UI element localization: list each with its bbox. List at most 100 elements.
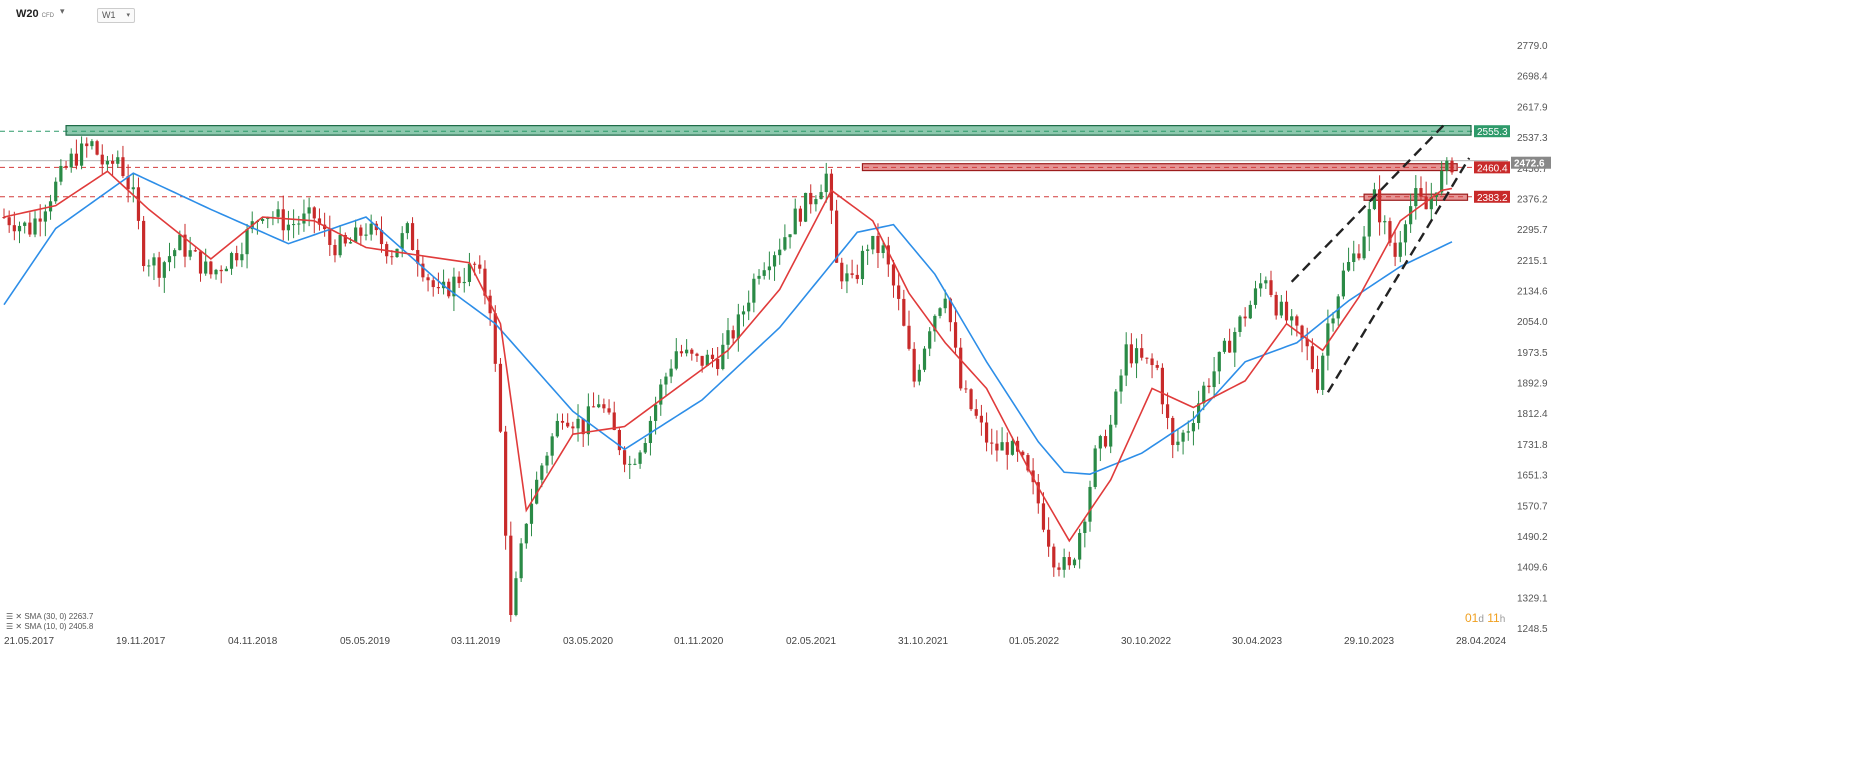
candle-body[interactable] [597, 404, 601, 408]
candle-body[interactable] [405, 223, 409, 234]
candle-body[interactable] [788, 234, 792, 238]
candle-body[interactable] [214, 269, 218, 275]
candle-body[interactable] [793, 208, 797, 235]
candle-body[interactable] [1450, 160, 1454, 173]
candle-body[interactable] [1378, 189, 1382, 223]
candle-body[interactable] [726, 330, 730, 345]
candle-body[interactable] [17, 225, 22, 232]
candle-body[interactable] [1253, 288, 1258, 305]
candle-body[interactable] [819, 192, 823, 200]
candle-body[interactable] [979, 415, 983, 423]
price-chart[interactable]: 2779.0 2698.4 2617.9 2537.3 2456.7 2376.2 2295… [0, 0, 1560, 650]
candle-body[interactable] [969, 389, 973, 410]
candle-body[interactable] [416, 250, 420, 264]
candle-body[interactable] [669, 368, 673, 377]
timeframe-select[interactable]: W1 ▾ [97, 8, 135, 23]
candle-body[interactable] [731, 330, 735, 339]
candle-body[interactable] [1160, 367, 1164, 405]
candle-body[interactable] [1129, 344, 1133, 364]
candle-body[interactable] [959, 347, 963, 389]
candle-body[interactable] [142, 220, 146, 267]
candle-body[interactable] [2, 217, 6, 219]
candle-body[interactable] [1388, 221, 1392, 243]
candle-body[interactable] [1062, 557, 1066, 570]
candle-body[interactable] [984, 422, 989, 443]
candle-body[interactable] [1305, 338, 1309, 347]
candle-body[interactable] [1052, 546, 1056, 568]
candle-body[interactable] [1228, 340, 1232, 353]
candle-body[interactable] [204, 261, 208, 274]
candle-body[interactable] [886, 245, 890, 265]
candle-body[interactable] [922, 348, 927, 370]
candle-body[interactable] [566, 422, 570, 427]
candle-body[interactable] [560, 420, 565, 423]
candle-body[interactable] [1057, 567, 1061, 570]
candle-body[interactable] [147, 265, 151, 267]
candle-body[interactable] [59, 165, 63, 182]
candle-body[interactable] [1414, 188, 1418, 207]
chart-area[interactable]: 2779.0 2698.4 2617.9 2537.3 2456.7 2376.2 2295… [0, 0, 1560, 650]
candle-body[interactable] [302, 213, 306, 224]
candle-body[interactable] [7, 217, 11, 226]
candle-body[interactable] [1321, 355, 1325, 390]
candle-body[interactable] [400, 233, 404, 249]
candle-body[interactable] [509, 535, 513, 616]
candle-body[interactable] [1072, 559, 1077, 566]
candle-body[interactable] [845, 273, 849, 282]
candle-body[interactable] [85, 143, 89, 147]
candle-body[interactable] [1165, 404, 1170, 418]
candle-body[interactable] [54, 181, 58, 202]
candle-body[interactable] [524, 523, 528, 544]
candle-body[interactable] [519, 543, 523, 579]
candle-body[interactable] [840, 262, 844, 282]
symbol-selector[interactable]: W20 CFD [16, 8, 54, 20]
candle-body[interactable] [240, 254, 244, 261]
candle-body[interactable] [116, 157, 120, 164]
indicator-sma10[interactable]: ☰ ✕ SMA (10, 0) 2405.8 [6, 622, 93, 631]
candle-body[interactable] [767, 266, 771, 271]
candle-body[interactable] [307, 207, 311, 214]
indicator-sma30[interactable]: ☰ ✕ SMA (30, 0) 2263.7 [6, 612, 93, 621]
candle-body[interactable] [778, 249, 782, 256]
candle-body[interactable] [421, 263, 425, 278]
candle-body[interactable] [43, 211, 47, 222]
candle-body[interactable] [1383, 221, 1387, 223]
candle-body[interactable] [1393, 242, 1397, 257]
sma-10-line[interactable] [3, 170, 1453, 543]
candle-body[interactable] [105, 160, 110, 165]
candle-body[interactable] [1398, 242, 1402, 257]
candle-body[interactable] [281, 209, 285, 231]
candle-body[interactable] [219, 269, 223, 272]
candle-body[interactable] [1440, 170, 1444, 193]
candle-body[interactable] [178, 234, 182, 251]
candle-body[interactable] [1140, 348, 1144, 358]
candle-body[interactable] [173, 250, 177, 257]
candle-body[interactable] [902, 298, 906, 326]
candle-body[interactable] [881, 245, 885, 254]
candle-body[interactable] [333, 244, 337, 256]
candle-body[interactable] [1114, 391, 1118, 425]
candle-body[interactable] [64, 165, 68, 168]
candle-body[interactable] [1326, 323, 1330, 356]
candle-body[interactable] [431, 280, 435, 288]
candle-body[interactable] [529, 503, 534, 524]
candle-body[interactable] [493, 313, 497, 364]
candle-body[interactable] [297, 223, 301, 225]
candle-body[interactable] [747, 302, 751, 312]
trendline[interactable] [1290, 124, 1445, 283]
candle-body[interactable] [638, 452, 642, 464]
candle-body[interactable] [1134, 348, 1139, 364]
candle-body[interactable] [1176, 441, 1180, 446]
candle-body[interactable] [162, 262, 166, 278]
candle-body[interactable] [1315, 369, 1320, 390]
candle-body[interactable] [1346, 262, 1351, 271]
candle-body[interactable] [38, 218, 42, 222]
candle-body[interactable] [354, 227, 358, 243]
candle-body[interactable] [235, 253, 239, 261]
candle-body[interactable] [545, 455, 549, 466]
candle-body[interactable] [602, 404, 606, 409]
candle-body[interactable] [654, 404, 658, 421]
candle-body[interactable] [348, 242, 353, 244]
candle-body[interactable] [1295, 316, 1299, 326]
candle-body[interactable] [338, 235, 342, 256]
